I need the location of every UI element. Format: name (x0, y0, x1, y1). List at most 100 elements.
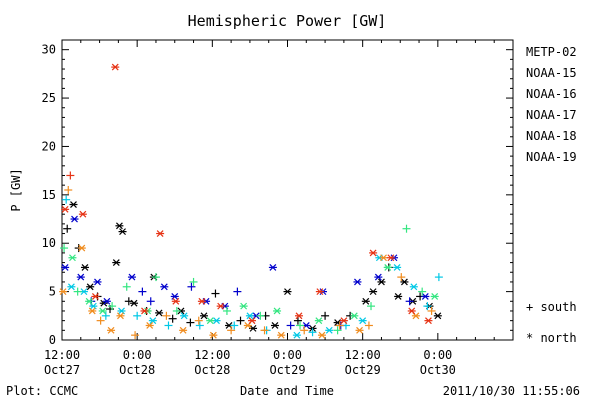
point-noaa-17 (122, 282, 131, 291)
point-metp-02 (283, 288, 292, 296)
x-tick-date-label: Oct27 (44, 363, 80, 377)
point-noaa-17 (239, 302, 248, 310)
point-noaa-18 (209, 331, 218, 339)
point-noaa-18 (364, 321, 373, 330)
point-noaa-18 (335, 321, 344, 330)
x-tick-time-label: 12:00 (44, 348, 80, 362)
point-metp-02 (115, 222, 124, 230)
point-noaa-16 (409, 283, 418, 291)
point-metp-02 (199, 312, 208, 320)
point-noaa-17 (350, 312, 359, 320)
point-noaa-18 (96, 316, 105, 325)
point-noaa-18 (243, 322, 252, 329)
point-noaa-19 (248, 317, 257, 325)
point-noaa-15 (421, 293, 430, 300)
point-noaa-16 (292, 331, 301, 339)
point-noaa-17 (273, 307, 282, 315)
point-noaa-18 (277, 331, 286, 339)
point-noaa-15 (146, 297, 155, 306)
y-axis-label: P [GW] (9, 168, 23, 211)
point-noaa-18 (355, 326, 364, 334)
point-noaa-18 (411, 312, 420, 320)
point-metp-02 (394, 293, 403, 300)
point-metp-02 (130, 299, 139, 307)
point-noaa-16 (423, 302, 432, 311)
point-noaa-16 (308, 328, 317, 337)
point-metp-02 (293, 316, 302, 325)
point-noaa-17 (333, 326, 342, 335)
point-noaa-17 (172, 306, 181, 315)
point-noaa-17 (189, 277, 198, 286)
point-metp-02 (186, 318, 195, 327)
point-metp-02 (155, 309, 164, 317)
point-metp-02 (118, 228, 127, 236)
point-noaa-17 (108, 302, 117, 311)
plot-credit: Plot: CCMC (6, 384, 78, 398)
y-tick-label: 30 (42, 43, 56, 57)
timestamp: 2011/10/30 11:55:06 (443, 384, 580, 398)
x-tick-time-label: 0:00 (423, 348, 452, 362)
point-noaa-17 (222, 306, 231, 315)
point-noaa-19 (156, 230, 165, 237)
point-noaa-17 (85, 297, 94, 305)
point-noaa-17 (367, 302, 376, 311)
point-noaa-15 (138, 287, 147, 296)
point-noaa-16 (164, 321, 173, 330)
point-noaa-18 (227, 326, 236, 335)
point-noaa-16 (325, 326, 334, 334)
legend: METP-02 NOAA-15 NOAA-16 NOAA-17 NOAA-18 NOAA-… (526, 45, 577, 164)
point-metp-02 (433, 312, 442, 320)
point-noaa-19 (78, 210, 87, 218)
point-noaa-16 (230, 321, 239, 330)
legend-noaa-16: NOAA-16 (526, 87, 577, 101)
point-noaa-15 (405, 297, 414, 306)
point-noaa-19 (66, 171, 75, 180)
plot-frame (61, 39, 514, 341)
point-noaa-18 (317, 331, 326, 339)
y-tick-label: 0 (49, 333, 56, 347)
point-noaa-18 (300, 326, 309, 335)
point-metp-02 (236, 316, 245, 325)
point-noaa-19 (216, 302, 225, 310)
point-noaa-17 (256, 311, 265, 320)
point-noaa-18 (116, 312, 125, 320)
point-noaa-17 (383, 263, 392, 271)
point-noaa-18 (194, 316, 203, 325)
y-tick-label: 20 (42, 139, 56, 153)
point-noaa-15 (353, 278, 362, 286)
point-metp-02 (400, 278, 409, 286)
point-noaa-17 (430, 293, 439, 300)
point-metp-02 (377, 278, 386, 286)
point-noaa-16 (67, 283, 76, 291)
point-noaa-17 (73, 287, 82, 296)
point-noaa-16 (148, 317, 157, 325)
point-noaa-19 (61, 205, 70, 213)
point-noaa-15 (93, 278, 102, 286)
point-noaa-17 (206, 317, 215, 325)
point-noaa-16 (89, 302, 98, 310)
point-noaa-16 (393, 263, 402, 271)
point-noaa-17 (296, 321, 305, 330)
point-noaa-17 (98, 307, 107, 315)
point-noaa-15 (187, 282, 196, 291)
x-tick-date-label: Oct29 (269, 363, 305, 377)
x-tick-time-label: 0:00 (123, 348, 152, 362)
point-noaa-18 (59, 288, 68, 296)
point-metp-02 (69, 201, 78, 208)
point-noaa-17 (60, 244, 69, 253)
point-noaa-15 (61, 263, 70, 271)
legend-noaa-19: NOAA-19 (526, 150, 577, 164)
point-noaa-19 (339, 317, 348, 325)
point-noaa-18 (427, 306, 436, 315)
point-noaa-16 (117, 307, 126, 315)
point-metp-02 (112, 259, 121, 267)
point-metp-02 (211, 289, 220, 298)
point-noaa-17 (402, 224, 411, 233)
point-noaa-19 (140, 307, 149, 315)
y-tick-label: 15 (42, 188, 56, 202)
point-noaa-18 (162, 311, 171, 320)
point-noaa-16 (358, 317, 367, 325)
point-noaa-15 (70, 215, 79, 223)
point-noaa-19 (407, 307, 416, 315)
x-tick-date-label: Oct30 (420, 363, 456, 377)
